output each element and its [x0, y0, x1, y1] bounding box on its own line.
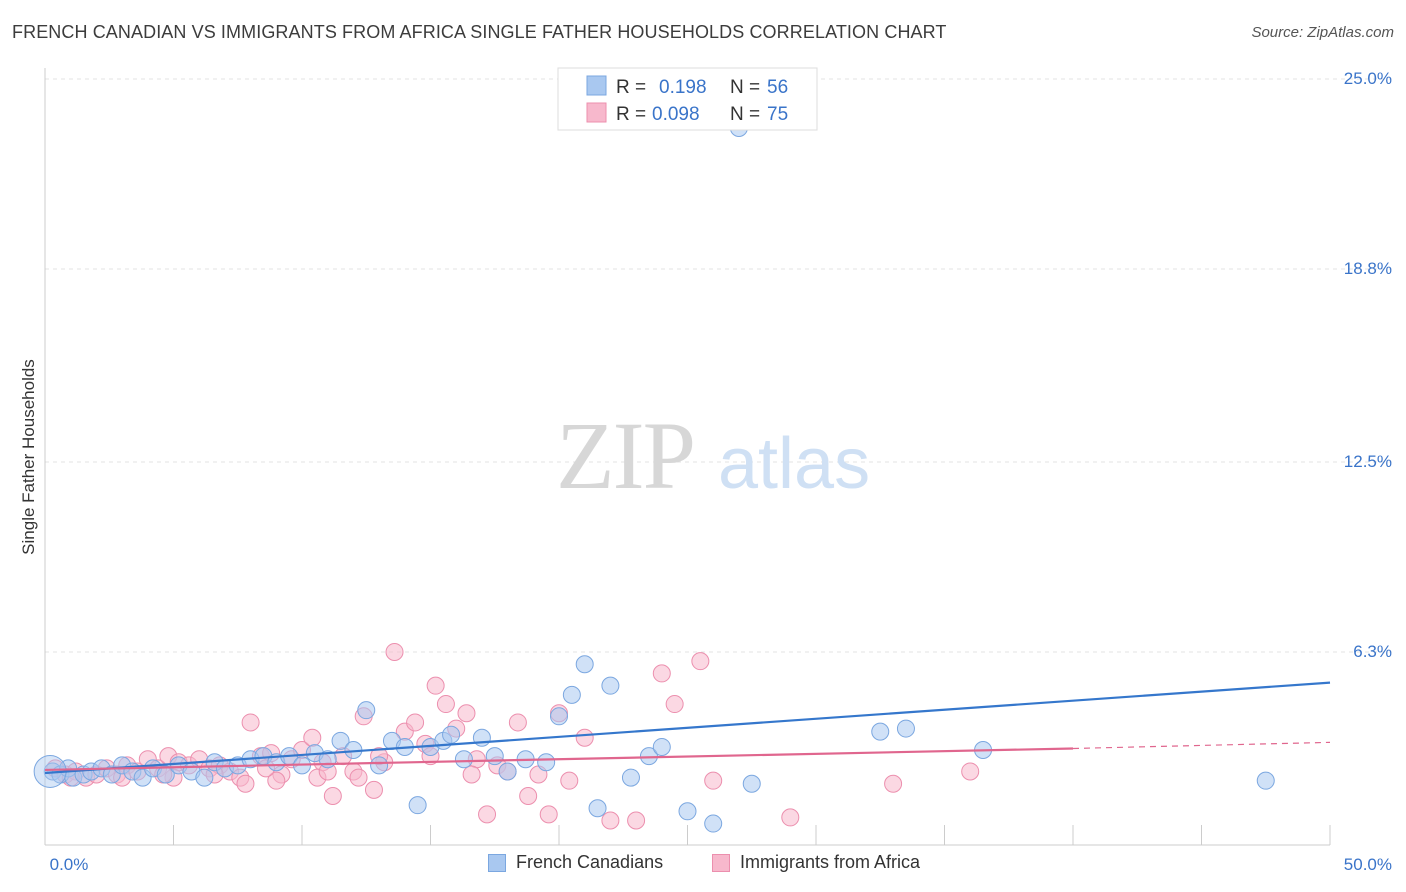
point-immigrants-from-africa: [236, 774, 255, 793]
series-immigrants-from-africa: [46, 642, 980, 830]
y-tick-label: 6.3%: [1353, 642, 1392, 661]
point-french-canadians: [485, 747, 504, 766]
point-french-canadians: [575, 655, 594, 674]
trend-line-french-canadians: [44, 681, 1331, 775]
legend-top: R = 0.198 N = 56 R = 0.098 N = 75: [557, 67, 818, 131]
point-french-canadians: [896, 719, 915, 738]
point-french-canadians: [370, 756, 389, 775]
trend-line-immigrants-from-africa-extrapolated: [1072, 741, 1331, 750]
y-tick-label: 18.8%: [1344, 259, 1392, 278]
legend-swatch-french-canadians: [488, 853, 506, 872]
point-immigrants-from-africa: [704, 771, 723, 790]
point-french-canadians: [601, 676, 620, 695]
point-french-canadians: [331, 731, 350, 750]
point-french-canadians: [588, 799, 607, 818]
point-french-canadians: [562, 685, 581, 704]
legend-item-immigrants-from-africa: Immigrants from Africa: [712, 852, 920, 873]
point-immigrants-from-africa: [884, 774, 903, 793]
y-tick-label: 25.0%: [1344, 69, 1392, 88]
gridlines: [45, 78, 1392, 653]
legend-swatch-blue: [586, 75, 607, 96]
point-french-canadians: [156, 765, 175, 784]
legend-n-label-2: N =: [730, 104, 760, 125]
point-french-canadians: [454, 750, 473, 769]
point-immigrants-from-africa: [601, 811, 620, 830]
trend-lines: [44, 681, 1331, 775]
point-french-canadians: [652, 737, 671, 756]
chart-title: FRENCH CANADIAN VS IMMIGRANTS FROM AFRIC…: [12, 22, 947, 42]
watermark-atlas: atlas: [718, 424, 870, 504]
point-immigrants-from-africa: [691, 652, 710, 671]
legend-swatch-pink: [586, 102, 607, 123]
point-immigrants-from-africa: [323, 786, 342, 805]
legend-item-french-canadians: French Canadians: [488, 852, 663, 873]
point-immigrants-from-africa: [303, 728, 322, 747]
point-immigrants-from-africa: [267, 771, 286, 790]
y-axis-label: Single Father Households: [19, 359, 38, 555]
legend-n-label-1: N =: [730, 77, 760, 98]
point-french-canadians: [550, 707, 568, 726]
point-immigrants-from-africa: [781, 808, 800, 827]
point-french-canadians: [742, 774, 761, 793]
point-immigrants-from-africa: [385, 642, 404, 661]
legend-n-value-1: 56: [767, 77, 788, 98]
legend-r-value-1: 0.198: [659, 77, 707, 98]
point-french-canadians: [498, 762, 517, 781]
point-immigrants-from-africa: [508, 713, 527, 732]
legend-bottom: French Canadians Immigrants from Africa: [0, 852, 1406, 878]
point-immigrants-from-africa: [539, 805, 558, 824]
point-french-canadians: [442, 725, 461, 744]
legend-n-value-2: 75: [767, 104, 788, 125]
legend-label-immigrants-from-africa: Immigrants from Africa: [740, 852, 921, 872]
point-french-canadians: [537, 753, 556, 772]
point-french-canadians: [1256, 771, 1275, 790]
point-immigrants-from-africa: [457, 704, 476, 723]
point-immigrants-from-africa: [462, 765, 481, 784]
point-french-canadians: [678, 802, 697, 821]
point-immigrants-from-africa: [406, 713, 425, 732]
point-immigrants-from-africa: [436, 695, 455, 714]
legend-label-french-canadians: French Canadians: [516, 852, 664, 872]
tick-labels: 6.3% 12.5% 18.8% 25.0% 0.0% 50.0%: [50, 69, 1392, 874]
point-immigrants-from-africa: [665, 695, 684, 714]
x-tick-label-max: 50.0%: [1344, 855, 1392, 874]
point-immigrants-from-africa: [241, 713, 260, 732]
point-immigrants-from-africa: [478, 805, 497, 824]
trend-line-immigrants-from-africa: [44, 747, 1074, 772]
point-french-canadians: [357, 701, 376, 720]
point-french-canadians: [871, 722, 890, 741]
legend-r-label-1: R =: [616, 77, 646, 98]
legend-r-label-2: R =: [616, 104, 646, 125]
source-label: Source: ZipAtlas.com: [1251, 24, 1394, 41]
axes: [44, 68, 1331, 846]
point-french-canadians: [195, 768, 214, 787]
y-tick-label: 12.5%: [1344, 452, 1392, 471]
watermark-zip: ZIP: [556, 402, 694, 509]
point-immigrants-from-africa: [652, 664, 671, 683]
point-immigrants-from-africa: [575, 728, 594, 747]
point-immigrants-from-africa: [519, 786, 538, 805]
point-immigrants-from-africa: [349, 768, 368, 787]
watermark: ZIP atlas: [556, 402, 870, 509]
point-french-canadians: [704, 814, 723, 833]
point-immigrants-from-africa: [961, 762, 980, 781]
point-immigrants-from-africa: [627, 811, 646, 830]
legend-swatch-immigrants-from-africa: [712, 853, 730, 872]
point-french-canadians: [408, 796, 427, 815]
legend-r-value-2: 0.098: [652, 104, 700, 125]
x-tick-label-min: 0.0%: [50, 855, 89, 874]
point-immigrants-from-africa: [364, 780, 383, 799]
point-immigrants-from-africa: [560, 771, 579, 790]
point-immigrants-from-africa: [426, 676, 445, 695]
point-french-canadians: [621, 768, 640, 787]
